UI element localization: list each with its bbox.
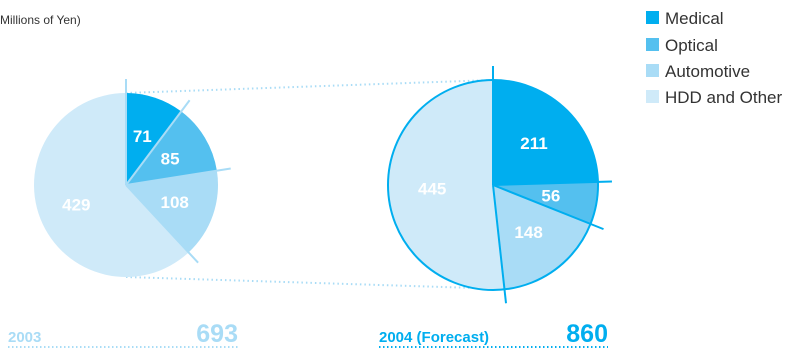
pie-2003-value-optical: 85 — [161, 149, 180, 168]
year-label-2004: 2004 (Forecast) — [379, 329, 489, 346]
pie-2004-value-hdd-other: 445 — [418, 179, 446, 198]
pie-2003-value-hdd-other: 429 — [62, 195, 90, 214]
pie-2004-slice-medical — [493, 80, 598, 185]
footer-2004: 2004 (Forecast) 860 — [379, 320, 608, 348]
legend-swatch-optical — [646, 38, 659, 51]
pie-2003-divider-1 — [125, 99, 191, 186]
pie-2003-slice-optical — [126, 111, 217, 185]
pie-2004-forecast: 211 56 148 445 — [387, 66, 612, 304]
pie-2003: 71 85 108 429 — [34, 79, 231, 277]
footer-2003: 2003 693 — [8, 320, 238, 348]
pie-2004-value-medical: 211 — [520, 134, 547, 153]
pie-2003-divider-3 — [125, 184, 199, 264]
pie-2003-value-automotive: 108 — [160, 193, 188, 212]
pie-2003-slice-medical — [126, 93, 182, 185]
legend: Medical Optical Automotive HDD and Other — [646, 9, 782, 107]
pie-2004-value-optical: 56 — [541, 186, 560, 205]
legend-swatch-automotive — [646, 64, 659, 77]
pie-2003-slice-automotive — [126, 170, 218, 253]
pie-2004-divider-3 — [492, 184, 508, 304]
pie-2004-slice-hdd-other — [388, 80, 505, 290]
pie-2003-slice-hdd-other — [34, 93, 189, 277]
connector-line-top — [125, 79, 494, 94]
total-2004: 860 — [566, 320, 608, 348]
legend-label-medical: Medical — [665, 9, 724, 28]
pie-2004-divider-1 — [492, 180, 612, 186]
pie-2003-value-medical: 71 — [133, 127, 152, 146]
legend-label-optical: Optical — [665, 36, 718, 55]
legend-label-automotive: Automotive — [665, 62, 750, 81]
pie-2004-slice-automotive — [493, 185, 591, 290]
connector-line-bottom — [125, 276, 476, 289]
pie-2003-divider-2 — [125, 167, 231, 186]
legend-label-hdd-other: HDD and Other — [665, 88, 782, 107]
pie-2004-slice-optical — [493, 181, 598, 224]
pie-2004-divider-2 — [492, 184, 604, 231]
pie-2004-value-automotive: 148 — [514, 223, 542, 242]
unit-label: Millions of Yen) — [0, 13, 81, 27]
year-label-2003: 2003 — [8, 329, 41, 346]
legend-swatch-medical — [646, 11, 659, 24]
legend-swatch-hdd-other — [646, 90, 659, 103]
total-2003: 693 — [196, 320, 238, 348]
